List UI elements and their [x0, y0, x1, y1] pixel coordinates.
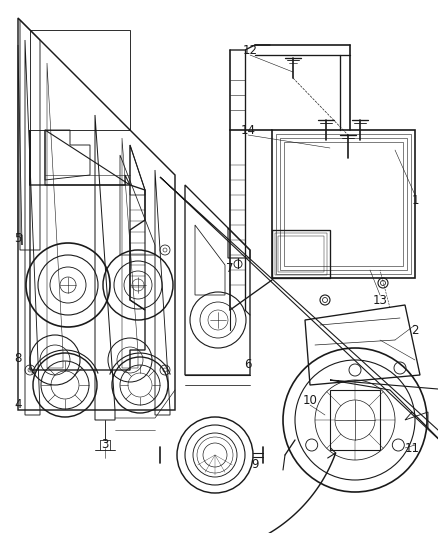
Text: 1: 1	[411, 193, 419, 206]
Text: 10: 10	[303, 393, 318, 407]
Text: 9: 9	[251, 458, 259, 472]
Text: 7: 7	[226, 262, 234, 274]
Text: 2: 2	[411, 324, 419, 336]
Text: 3: 3	[101, 439, 109, 451]
Text: 14: 14	[240, 124, 255, 136]
Text: 8: 8	[14, 351, 22, 365]
Text: 5: 5	[14, 231, 22, 245]
Text: 6: 6	[244, 359, 252, 372]
Text: 13: 13	[373, 294, 388, 306]
Text: 4: 4	[14, 399, 22, 411]
Text: 12: 12	[243, 44, 258, 56]
Text: 11: 11	[405, 441, 420, 455]
